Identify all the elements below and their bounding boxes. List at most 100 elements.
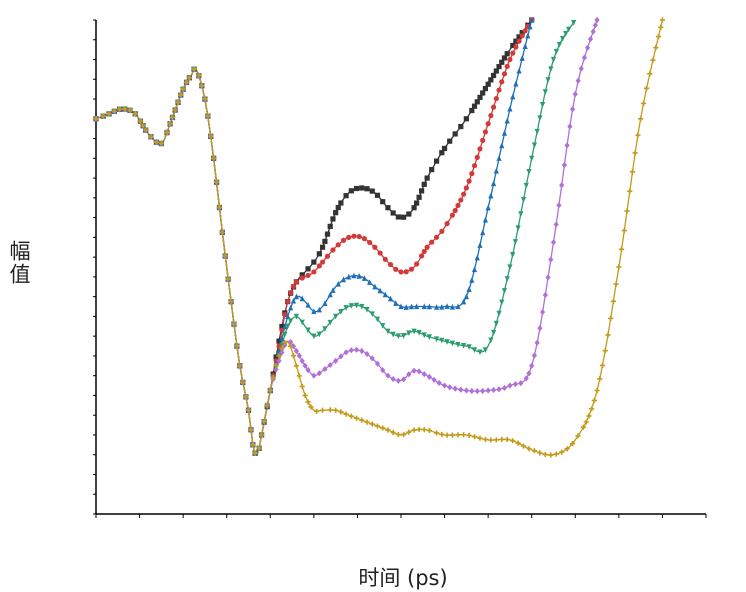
data-point	[148, 134, 154, 140]
data-point	[256, 445, 262, 451]
data-point	[406, 429, 412, 435]
data-point	[482, 129, 489, 135]
data-point	[395, 214, 401, 220]
data-point	[264, 402, 270, 409]
data-point	[398, 303, 404, 310]
data-point	[258, 432, 265, 438]
data-point	[245, 407, 252, 413]
data-point	[308, 404, 314, 410]
data-point	[369, 188, 375, 194]
data-point	[520, 197, 527, 203]
data-point	[635, 132, 641, 138]
data-point	[519, 55, 525, 61]
data-point	[597, 376, 603, 382]
data-point	[288, 318, 294, 324]
data-point	[377, 250, 383, 256]
data-point	[285, 323, 291, 330]
data-point	[106, 111, 112, 117]
data-point	[290, 297, 297, 304]
data-point	[353, 415, 360, 421]
data-point	[414, 303, 420, 310]
data-point	[406, 371, 412, 378]
data-point	[390, 331, 396, 338]
data-point	[490, 104, 497, 110]
data-point	[330, 287, 336, 293]
data-point	[335, 204, 341, 211]
data-point	[387, 261, 394, 268]
data-point	[469, 171, 475, 177]
data-point	[324, 231, 331, 237]
data-point	[474, 154, 480, 160]
data-point	[276, 338, 282, 344]
data-point	[359, 303, 365, 310]
data-point	[480, 229, 486, 236]
data-point	[534, 128, 540, 135]
data-point	[482, 216, 489, 223]
data-point	[501, 384, 508, 392]
data-point	[627, 188, 633, 194]
data-point	[333, 407, 339, 413]
data-point	[490, 386, 497, 394]
data-point	[335, 280, 341, 287]
data-point	[433, 336, 440, 343]
data-point	[282, 339, 288, 345]
data-point	[382, 256, 388, 262]
data-point	[237, 363, 243, 369]
data-point	[385, 372, 391, 379]
data-point	[650, 57, 656, 63]
data-point	[493, 437, 499, 443]
data-point	[279, 349, 285, 356]
data-point	[411, 367, 417, 374]
data-point	[510, 50, 516, 56]
data-point	[273, 363, 279, 369]
data-point	[482, 85, 489, 92]
data-point	[393, 300, 399, 306]
data-point	[408, 266, 415, 272]
data-point	[327, 319, 333, 326]
data-point	[369, 311, 375, 318]
axes	[93, 19, 707, 518]
data-point	[316, 251, 322, 257]
data-point	[441, 382, 448, 389]
data-point	[449, 432, 456, 438]
data-point	[322, 300, 328, 306]
data-point	[343, 305, 349, 311]
data-point	[501, 288, 508, 294]
data-point	[411, 205, 417, 211]
data-point	[316, 306, 322, 313]
data-point	[439, 337, 445, 344]
data-point	[361, 275, 367, 281]
data-point	[571, 20, 577, 26]
data-point	[429, 239, 435, 245]
data-point	[426, 334, 432, 340]
data-point	[296, 352, 302, 359]
data-point	[493, 95, 499, 102]
data-point	[240, 379, 246, 386]
data-point	[335, 242, 341, 248]
data-point	[216, 204, 223, 211]
data-point	[556, 41, 563, 48]
data-point	[279, 345, 285, 351]
data-point	[343, 193, 349, 199]
data-point	[556, 202, 562, 209]
data-point	[447, 384, 453, 391]
data-point	[333, 357, 339, 364]
data-point	[590, 28, 596, 35]
data-point	[385, 205, 391, 211]
data-point	[172, 107, 178, 113]
data-point	[575, 77, 581, 84]
data-point	[477, 146, 483, 152]
data-point	[290, 283, 297, 289]
data-point	[338, 409, 344, 415]
data-point	[485, 81, 491, 87]
data-point	[488, 437, 494, 443]
data-point	[480, 90, 486, 96]
data-point	[659, 17, 666, 23]
data-point	[567, 123, 573, 130]
data-point	[537, 450, 543, 456]
data-point	[276, 353, 282, 359]
data-point	[416, 329, 422, 336]
data-point	[385, 427, 391, 433]
data-point	[213, 179, 220, 185]
data-point	[348, 188, 354, 194]
